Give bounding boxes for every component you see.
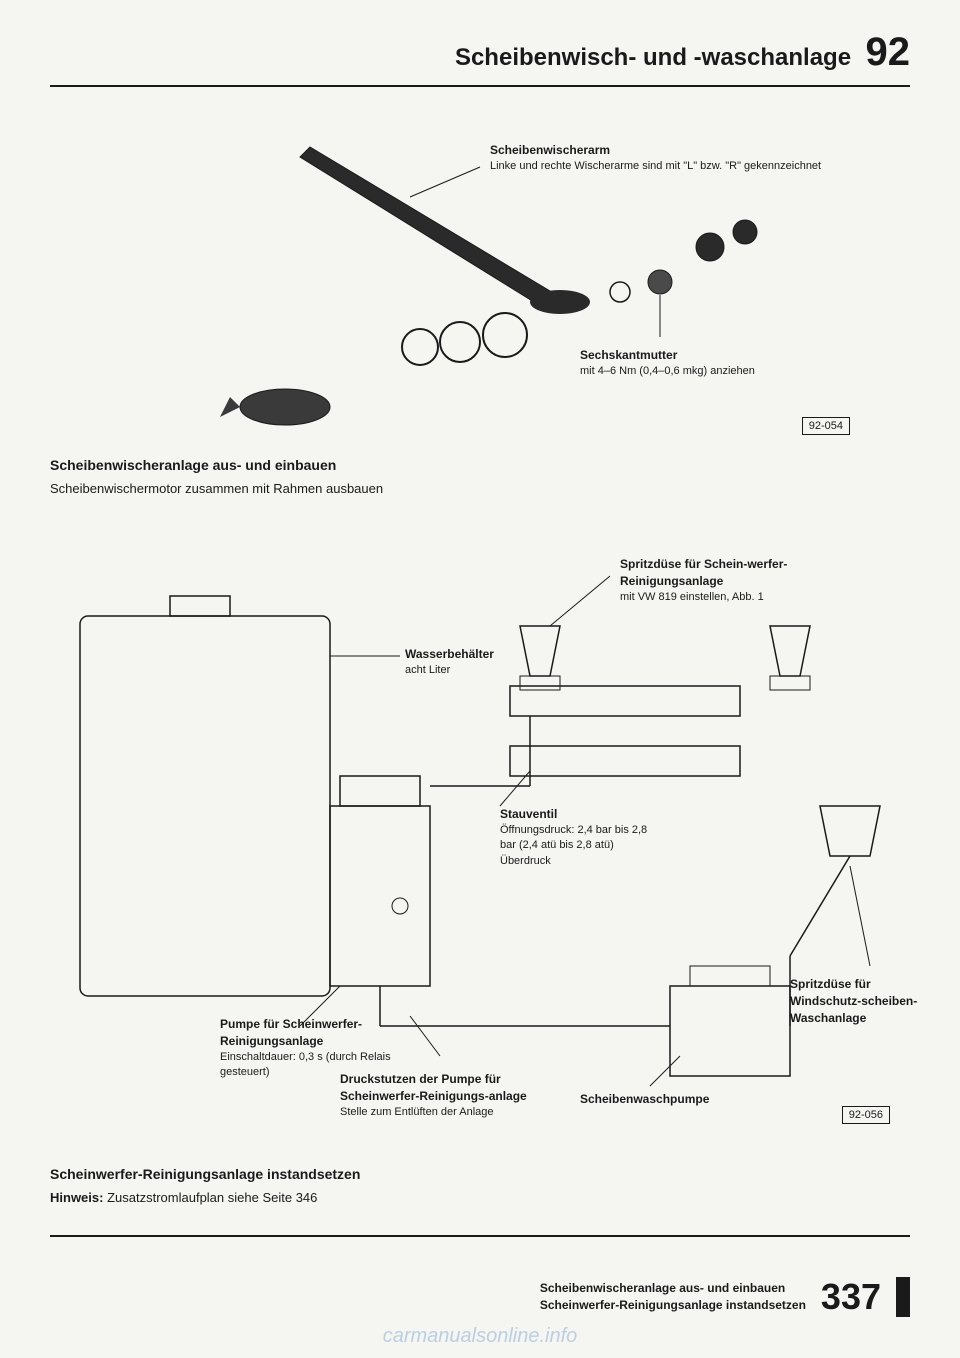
- page-container: Scheibenwisch- und -waschanlage 92 Sc: [0, 0, 960, 1358]
- stauventil-title: Stauventil: [500, 806, 650, 823]
- section-1-heading: Scheibenwischeranlage aus- und einbauen: [50, 457, 910, 473]
- section-1-body: Scheibenwischermotor zusammen mit Rahmen…: [50, 481, 910, 496]
- wischerarm-text: Linke und rechte Wischerarme sind mit "L…: [490, 159, 821, 174]
- callout-spritzduese-wind: Spritzdüse für Windschutz-scheiben-Wasch…: [790, 976, 930, 1026]
- section-2-heading: Scheinwerfer-Reinigungsanlage instandset…: [50, 1166, 910, 1182]
- spritzduese-schein-text: mit VW 819 einstellen, Abb. 1: [620, 590, 880, 605]
- wasserbehaelter-title: Wasserbehälter: [405, 646, 494, 663]
- footer-line-1: Scheibenwischeranlage aus- und einbauen: [540, 1280, 806, 1297]
- page-header: Scheibenwisch- und -waschanlage 92: [50, 30, 910, 75]
- top-horizontal-rule: [50, 85, 910, 87]
- sechskant-text: mit 4–6 Nm (0,4–0,6 mkg) anziehen: [580, 364, 755, 379]
- callout-wischerarm: Scheibenwischerarm Linke und rechte Wisc…: [490, 142, 821, 174]
- callout-druckstutzen: Druckstutzen der Pumpe für Scheinwerfer-…: [340, 1071, 540, 1120]
- callout-stauventil: Stauventil Öffnungsdruck: 2,4 bar bis 2,…: [500, 806, 650, 869]
- figure-1-container: Scheibenwischerarm Linke und rechte Wisc…: [50, 117, 910, 437]
- scheibenwaschpumpe-title: Scheibenwaschpumpe: [580, 1091, 709, 1108]
- figure-2-container: Spritzdüse für Schein-werfer-Reinigungsa…: [50, 526, 910, 1146]
- stauventil-text: Öffnungsdruck: 2,4 bar bis 2,8 bar (2,4 …: [500, 823, 650, 869]
- spritzduese-schein-title: Spritzdüse für Schein-werfer-Reinigungsa…: [620, 556, 880, 590]
- footer-page-number: 337: [821, 1276, 881, 1318]
- callout-scheibenwaschpumpe: Scheibenwaschpumpe: [580, 1091, 709, 1108]
- hinweis-label: Hinweis:: [50, 1190, 103, 1205]
- figure-2-reference: 92-056: [842, 1106, 890, 1124]
- callout-spritzduese-schein: Spritzdüse für Schein-werfer-Reinigungsa…: [620, 556, 880, 605]
- sechskant-title: Sechskantmutter: [580, 347, 755, 364]
- watermark-text: carmanualsonline.info: [383, 1325, 578, 1348]
- bottom-horizontal-rule: [50, 1235, 910, 1237]
- chapter-number: 92: [866, 30, 911, 74]
- wischerarm-title: Scheibenwischerarm: [490, 142, 821, 159]
- footer-line-2: Scheinwerfer-Reinigungsanlage instandset…: [540, 1297, 806, 1314]
- druckstutzen-title: Druckstutzen der Pumpe für Scheinwerfer-…: [340, 1071, 540, 1105]
- callout-sechskant: Sechskantmutter mit 4–6 Nm (0,4–0,6 mkg)…: [580, 347, 755, 379]
- footer-index-block: [896, 1277, 910, 1317]
- pumpe-scheinwerfer-title: Pumpe für Scheinwerfer-Reinigungsanlage: [220, 1016, 400, 1050]
- wasserbehaelter-text: acht Liter: [405, 663, 494, 678]
- footer-text-block: Scheibenwischeranlage aus- und einbauen …: [540, 1280, 806, 1314]
- section-2-body-text: Zusatzstromlaufplan siehe Seite 346: [107, 1190, 317, 1205]
- section-2-body: Hinweis: Zusatzstromlaufplan siehe Seite…: [50, 1190, 910, 1205]
- callout-wasserbehaelter: Wasserbehälter acht Liter: [405, 646, 494, 678]
- spritzduese-wind-title: Spritzdüse für Windschutz-scheiben-Wasch…: [790, 976, 930, 1026]
- page-footer: Scheibenwischeranlage aus- und einbauen …: [540, 1276, 910, 1318]
- header-title: Scheibenwisch- und -waschanlage: [455, 44, 851, 71]
- figure-1-reference: 92-054: [802, 417, 850, 435]
- druckstutzen-text: Stelle zum Entlüften der Anlage: [340, 1105, 540, 1120]
- washer-system-diagram: [50, 526, 910, 1146]
